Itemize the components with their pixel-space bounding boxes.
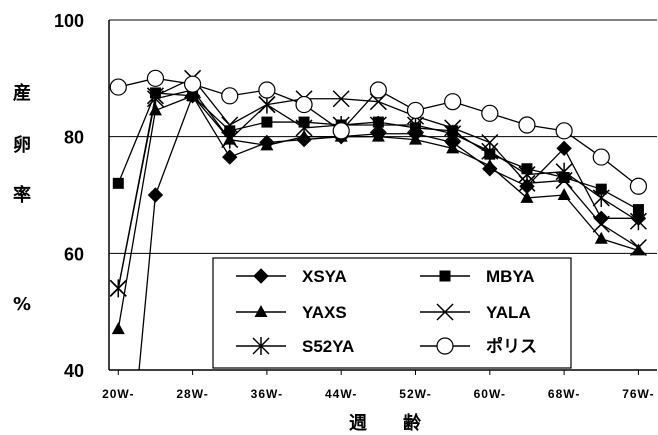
- data-point-S52YA-10: [481, 142, 499, 161]
- legend-entry-S52YA: S52YA: [236, 337, 354, 356]
- x-axis-ticks: 20W- 28W- 36W- 44W- 52W- 60W- 68W- 76W-: [102, 370, 654, 401]
- data-point-MBYA-4: [261, 116, 273, 128]
- data-point-ポリス-9: [444, 93, 462, 111]
- series-YAXS: [111, 88, 645, 335]
- y-axis-label-char-3: 率: [13, 184, 31, 206]
- legend-entry-XSYA: XSYA: [236, 267, 347, 286]
- legend-entry-YALA: YALA: [420, 303, 531, 322]
- data-point-XSYA-13: [593, 210, 609, 227]
- data-point-YAXS-11: [520, 190, 534, 203]
- data-point-XSYA-1: [147, 187, 164, 203]
- data-point-ポリス-5: [295, 95, 313, 114]
- data-point-S52YA-7: [369, 116, 387, 134]
- data-point-YAXS-4: [260, 138, 274, 151]
- data-point-ポリス-12: [555, 122, 573, 140]
- data-point-YAXS-12: [557, 188, 571, 200]
- y-axis-label-char-1: 産: [13, 82, 31, 104]
- x-tick-label-36: 36W-: [251, 387, 283, 401]
- data-point-ポリス-6: [332, 122, 350, 140]
- legend: XSYA MBYA YAXS YALA S52YA ポリス: [212, 257, 572, 369]
- legend-marker-YAXS: [254, 305, 268, 317]
- data-point-YAXS-7: [371, 129, 385, 142]
- data-point-YALA-14: [629, 238, 647, 257]
- x-tick-label-28: 28W-: [176, 387, 208, 401]
- y-axis-label-unit: %: [13, 294, 31, 315]
- legend-entry-YAXS: YAXS: [236, 303, 347, 322]
- legend-label-XSYA: XSYA: [302, 267, 347, 286]
- data-point-YALA-13: [592, 215, 610, 233]
- legend-marker-S52YA: [252, 337, 270, 355]
- data-point-XSYA-3: [222, 149, 238, 165]
- x-tick-label-52: 52W-: [399, 387, 431, 401]
- legend-label-MBYA: MBYA: [486, 267, 535, 286]
- legend-marker-ポリス: [436, 337, 454, 355]
- legend-entry-MBYA: MBYA: [420, 267, 535, 286]
- data-point-ポリス-7: [369, 81, 387, 99]
- series-ポリス: [109, 69, 648, 195]
- legend-label-YAXS: YAXS: [302, 303, 347, 322]
- series-S52YA: [109, 81, 647, 298]
- data-point-MBYA-14: [632, 204, 644, 216]
- x-tick-label-60: 60W-: [474, 387, 506, 401]
- data-point-S52YA-1: [146, 89, 164, 108]
- data-point-S52YA-5: [295, 118, 313, 137]
- x-tick-label-44: 44W-: [325, 387, 357, 401]
- data-point-ポリス-11: [518, 116, 536, 134]
- data-point-YAXS-13: [594, 231, 608, 244]
- data-point-S52YA-9: [444, 124, 462, 143]
- data-point-S52YA-12: [555, 162, 573, 181]
- data-point-YAXS-9: [446, 141, 460, 154]
- x-axis-label: 週 齢: [349, 412, 422, 434]
- legend-entry-ポリス: ポリス: [420, 336, 537, 356]
- data-point-ポリス-10: [481, 104, 499, 122]
- x-tick-label-76: 76W-: [622, 387, 654, 401]
- legend-marker-MBYA: [439, 270, 451, 282]
- data-point-YAXS-14: [631, 243, 645, 256]
- data-point-S52YA-3: [221, 130, 239, 149]
- data-point-ポリス-0: [109, 78, 127, 96]
- data-point-MBYA-0: [112, 177, 124, 189]
- y-tick-label-40: 40: [64, 361, 84, 381]
- x-tick-label-68: 68W-: [548, 387, 580, 401]
- legend-label-S52YA: S52YA: [302, 337, 354, 356]
- data-point-S52YA-11: [518, 165, 536, 184]
- data-point-S52YA-0: [109, 279, 127, 298]
- y-tick-label-60: 60: [64, 244, 84, 264]
- y-tick-label-100: 100: [54, 11, 84, 31]
- legend-marker-XSYA: [253, 268, 269, 284]
- legend-marker-YALA: [436, 303, 454, 321]
- data-point-ポリス-14: [629, 177, 648, 195]
- y-tick-label-80: 80: [64, 128, 84, 148]
- data-point-YAXS-0: [111, 322, 125, 335]
- y-axis-ticks: 40 60 80 100: [54, 11, 84, 381]
- data-point-S52YA-14: [629, 212, 647, 231]
- x-tick-label-20: 20W-: [102, 387, 134, 401]
- data-point-YALA-6: [332, 90, 350, 108]
- data-series: [109, 69, 648, 370]
- data-point-XSYA-12: [556, 140, 572, 157]
- data-point-ポリス-8: [406, 101, 425, 120]
- data-point-ポリス-1: [146, 69, 165, 87]
- data-point-YALA-3: [221, 116, 239, 134]
- data-point-YAXS-10: [483, 158, 497, 171]
- data-point-ポリス-2: [183, 75, 202, 93]
- legend-label-ポリス: ポリス: [486, 336, 537, 356]
- legend-label-YALA: YALA: [486, 303, 531, 322]
- data-point-YAXS-8: [409, 132, 423, 145]
- data-point-ポリス-3: [221, 87, 239, 105]
- data-point-S52YA-13: [592, 188, 610, 207]
- data-point-ポリス-13: [592, 148, 610, 166]
- data-point-ポリス-4: [258, 81, 276, 99]
- y-axis-label-char-2: 卵: [13, 134, 31, 156]
